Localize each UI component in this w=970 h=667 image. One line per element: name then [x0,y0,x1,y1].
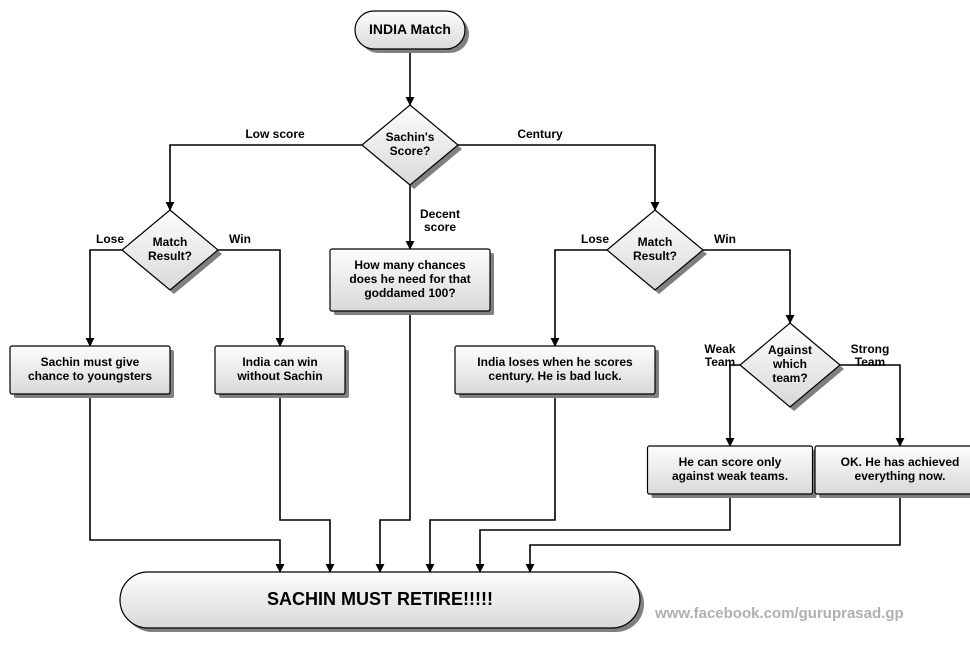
node-label: India loses when he scorescentury. He is… [477,355,633,383]
edge [555,250,607,346]
edge [458,145,655,210]
node-label: How many chancesdoes he need for thatgod… [349,258,470,300]
node-label: Sachin must givechance to youngsters [28,355,152,383]
edge [170,145,362,210]
edge-label: WeakTeam [704,342,735,369]
edge [480,494,730,572]
node-label: India can winwithout Sachin [236,355,322,383]
node-label: Againstwhichteam? [768,343,812,385]
edge-label: Century [517,127,563,141]
edge [218,250,280,346]
watermark-text: www.facebook.com/guruprasad.gp [654,605,904,622]
edge [280,394,330,572]
edge-label: Lose [581,232,609,246]
edge [380,311,410,572]
edge-label: Low score [245,127,305,141]
edge [530,494,900,572]
node-label: OK. He has achievedeverything now. [841,455,960,483]
edge [730,365,740,446]
edge-label: Decentscore [420,207,460,234]
edge [840,365,900,446]
edge [90,250,122,346]
edge [90,394,280,572]
flowchart-canvas: Low score Century Decentscore Lose Win Lose Wi… [0,0,970,667]
edge-label: StrongTeam [851,342,890,369]
edge-label: Lose [96,232,124,246]
node-label: MatchResult? [148,235,192,263]
nodes-layer: INDIA Match Sachin'sScore? MatchResult? Mat… [10,11,970,632]
edge-label: Win [229,232,251,246]
node-label: SACHIN MUST RETIRE!!!!! [267,589,493,609]
edge [703,250,790,323]
node-label: INDIA Match [369,21,451,37]
node-label: Sachin'sScore? [386,130,435,158]
edge-label: Win [714,232,736,246]
node-label: He can score onlyagainst weak teams. [672,455,788,483]
node-label: MatchResult? [633,235,677,263]
